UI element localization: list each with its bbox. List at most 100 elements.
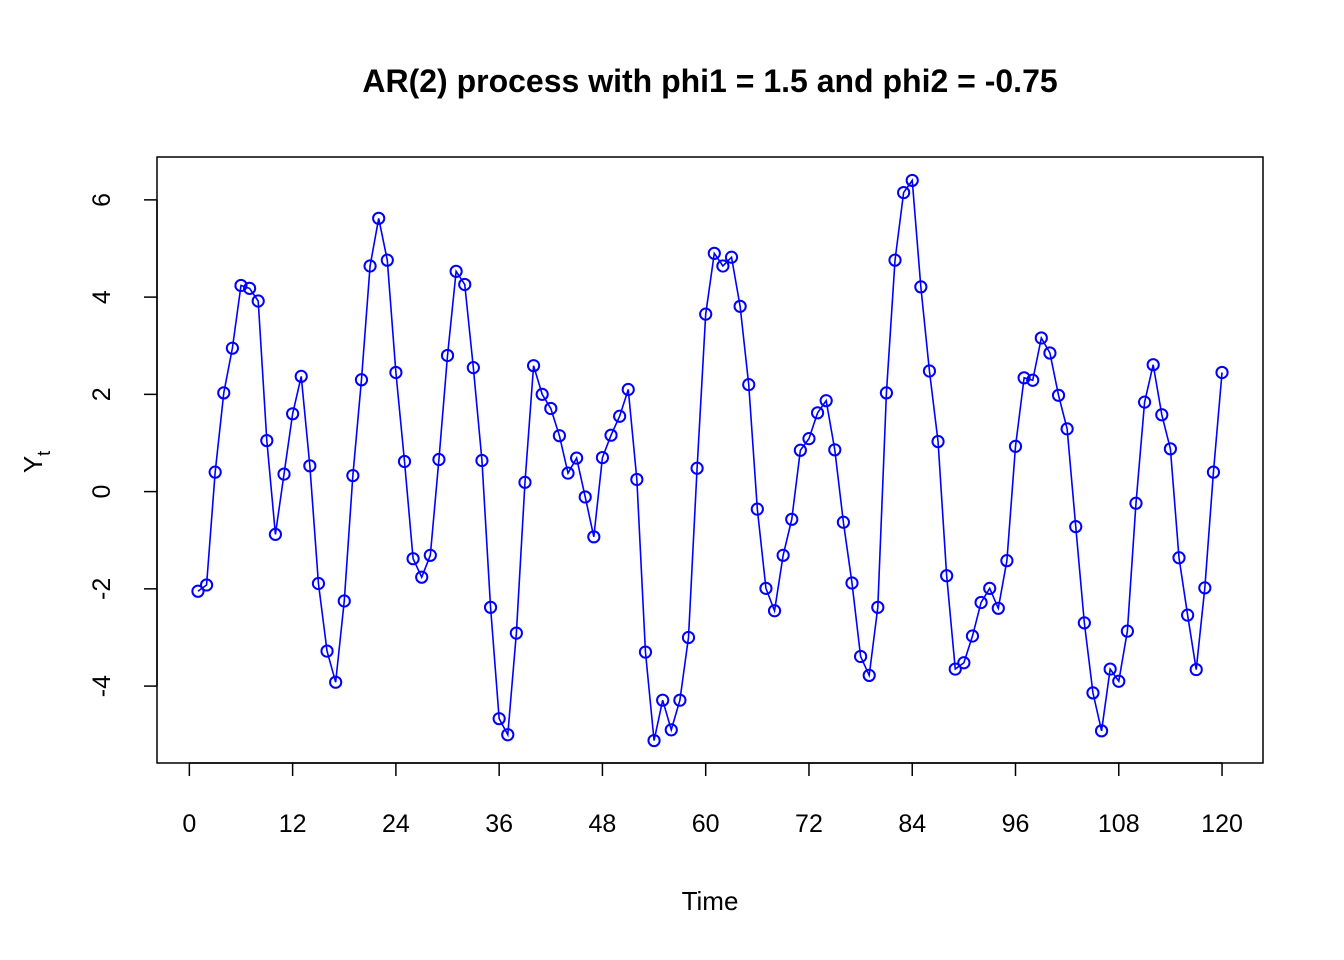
data-point	[656, 693, 670, 707]
data-point	[983, 581, 997, 595]
data-point	[544, 401, 558, 416]
data-point	[234, 278, 248, 293]
data-point	[767, 604, 782, 618]
y-tick-label: 0	[88, 485, 116, 499]
y-tick-label: 6	[88, 193, 116, 207]
data-point	[466, 361, 480, 375]
data-point	[509, 626, 523, 640]
data-point	[707, 246, 721, 260]
data-point	[931, 434, 945, 449]
x-tick-label: 24	[382, 810, 410, 838]
data-point	[621, 382, 635, 397]
data-point	[828, 443, 842, 457]
data-point	[613, 409, 627, 423]
data-point	[733, 299, 747, 313]
data-point	[673, 693, 687, 707]
x-tick-label: 48	[589, 810, 617, 838]
x-tick-label: 120	[1201, 810, 1243, 838]
data-point	[329, 675, 343, 689]
data-point	[1206, 465, 1221, 479]
data-point	[716, 259, 730, 273]
data-point	[974, 595, 988, 610]
x-tick-label: 60	[692, 810, 720, 838]
data-point	[217, 386, 231, 400]
data-point	[397, 454, 412, 469]
x-tick-label: 36	[485, 810, 513, 838]
data-point	[208, 465, 222, 479]
data-point	[897, 185, 911, 200]
data-point	[690, 461, 704, 475]
x-axis: 0 12 24 36 48 60 72 84 96 108 120	[182, 762, 1243, 838]
x-tick-label: 84	[898, 810, 926, 838]
y-tick-label: -4	[88, 675, 116, 697]
y-tick-label: 2	[88, 387, 116, 401]
y-axis-label-group: Yt	[18, 451, 54, 473]
data-point	[303, 459, 317, 473]
data-point	[991, 601, 1005, 615]
data-point	[449, 264, 463, 278]
data-point	[199, 578, 214, 592]
data-point	[483, 600, 498, 614]
data-point	[552, 429, 567, 443]
data-point	[406, 552, 420, 566]
data-point	[871, 600, 885, 614]
data-point	[440, 348, 455, 363]
x-tick-label: 0	[182, 810, 196, 838]
data-point	[853, 649, 868, 664]
data-point	[225, 341, 239, 355]
data-point	[836, 515, 850, 529]
data-point	[415, 570, 429, 584]
data-point	[1103, 662, 1117, 676]
data-point	[957, 656, 971, 670]
y-axis-label-subscript: t	[34, 451, 54, 456]
y-axis-label-main: Y	[18, 456, 48, 473]
data-point	[759, 581, 773, 595]
data-point	[922, 364, 937, 378]
data-point	[742, 378, 756, 392]
data-point	[260, 433, 274, 448]
data-point	[242, 281, 257, 295]
data-point	[1155, 408, 1169, 422]
data-point	[458, 277, 472, 292]
data-point	[372, 211, 386, 225]
y-axis: -4 -2 0 2 4 6	[88, 193, 158, 697]
data-point	[363, 259, 377, 273]
data-point	[724, 250, 739, 264]
data-point	[1129, 496, 1143, 510]
data-point	[630, 472, 644, 487]
data-point	[1163, 442, 1178, 456]
data-point	[561, 466, 575, 480]
data-point	[1008, 439, 1023, 453]
data-point	[785, 512, 799, 526]
data-point	[1017, 371, 1031, 385]
data-point	[1181, 608, 1195, 622]
data-point	[819, 394, 833, 408]
series-line	[197, 178, 1223, 741]
x-tick-label: 108	[1098, 810, 1140, 838]
data-point	[905, 173, 919, 188]
data-point	[1043, 346, 1057, 360]
data-point	[191, 584, 205, 598]
data-point	[501, 728, 515, 742]
data-point	[699, 307, 713, 321]
data-point	[776, 548, 790, 562]
data-point	[380, 253, 394, 267]
data-point	[940, 569, 954, 583]
data-point	[1034, 331, 1048, 345]
data-point	[432, 452, 446, 467]
data-point	[518, 475, 532, 489]
y-tick-label: -2	[88, 578, 116, 600]
chart-title: AR(2) process with phi1 = 1.5 and phi2 =…	[362, 63, 1057, 99]
data-point	[638, 645, 653, 659]
data-point	[526, 359, 541, 373]
data-point	[862, 668, 876, 683]
data-point	[1086, 686, 1100, 700]
data-point	[1189, 662, 1203, 677]
data-point	[1112, 674, 1126, 688]
data-point	[475, 453, 489, 468]
data-point	[948, 662, 962, 676]
data-point	[810, 406, 825, 420]
y-axis-label: Yt	[18, 451, 54, 473]
